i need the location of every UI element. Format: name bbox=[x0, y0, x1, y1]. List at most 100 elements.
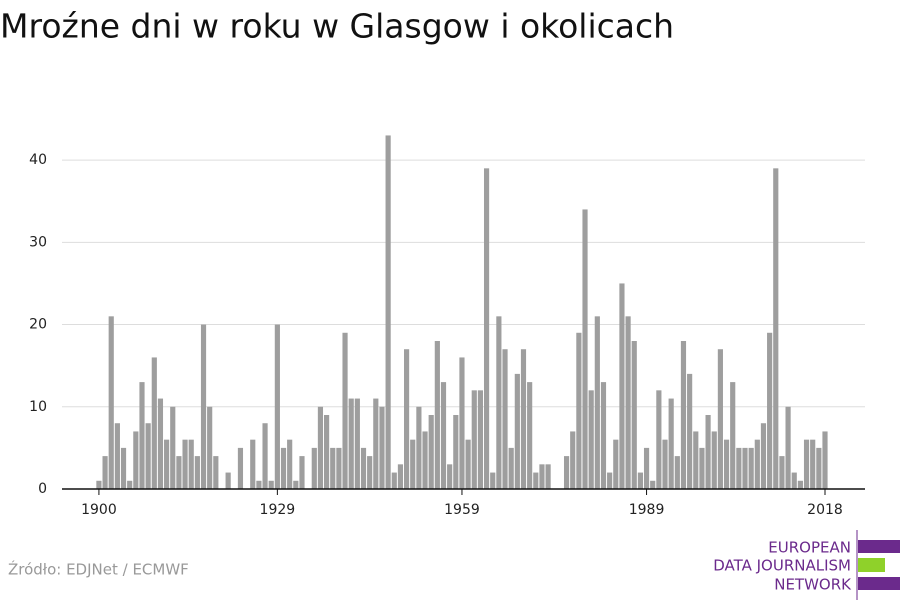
bar bbox=[459, 357, 465, 489]
bar bbox=[490, 472, 496, 489]
bar bbox=[717, 349, 723, 489]
bar bbox=[582, 209, 588, 489]
bar bbox=[403, 349, 410, 489]
bar bbox=[545, 464, 551, 489]
bar bbox=[379, 406, 385, 489]
bar bbox=[280, 447, 287, 489]
y-tick-label: 0 bbox=[38, 481, 47, 497]
bar bbox=[625, 316, 631, 489]
bar bbox=[151, 357, 157, 489]
y-tick-label: 30 bbox=[29, 234, 47, 250]
bar bbox=[465, 439, 471, 489]
bar bbox=[687, 373, 693, 489]
bar bbox=[754, 439, 760, 489]
bar bbox=[742, 447, 748, 489]
bar bbox=[299, 456, 305, 489]
logo-text: NETWORK bbox=[774, 576, 852, 594]
bar bbox=[477, 390, 484, 489]
bar bbox=[730, 382, 736, 489]
bar bbox=[600, 382, 607, 489]
bar bbox=[803, 439, 810, 489]
bar bbox=[262, 423, 268, 489]
bar bbox=[428, 415, 434, 489]
bar bbox=[816, 447, 822, 489]
bar bbox=[822, 431, 828, 489]
bar bbox=[182, 439, 188, 489]
bar bbox=[391, 472, 397, 489]
bar bbox=[520, 349, 527, 489]
bar bbox=[293, 480, 299, 489]
bar bbox=[385, 135, 391, 489]
bar bbox=[514, 373, 520, 489]
bar bbox=[576, 332, 582, 489]
bar bbox=[348, 398, 354, 489]
bar bbox=[711, 431, 717, 489]
bar bbox=[680, 341, 687, 489]
bar bbox=[157, 398, 164, 489]
bar bbox=[607, 472, 613, 489]
bar bbox=[324, 415, 330, 489]
bar bbox=[176, 456, 182, 489]
bar bbox=[336, 447, 342, 489]
bar bbox=[773, 168, 779, 490]
logo-bar bbox=[858, 558, 885, 572]
bar bbox=[373, 398, 379, 489]
bar bbox=[213, 456, 219, 489]
bar bbox=[225, 472, 231, 489]
bar bbox=[613, 439, 619, 489]
bar bbox=[200, 324, 207, 489]
bar bbox=[533, 472, 539, 489]
bar bbox=[416, 406, 422, 489]
bar bbox=[570, 431, 576, 489]
bar bbox=[188, 439, 194, 489]
y-tick-label: 20 bbox=[29, 317, 47, 333]
bar bbox=[668, 398, 674, 489]
bar bbox=[674, 456, 680, 489]
bar bbox=[367, 456, 373, 489]
bar bbox=[145, 423, 151, 489]
bar bbox=[440, 382, 447, 489]
source: Źródło: EDJNet / ECMWF bbox=[8, 560, 189, 579]
bar bbox=[705, 415, 711, 489]
bar bbox=[397, 464, 404, 489]
bar bbox=[656, 390, 662, 489]
bar bbox=[767, 332, 773, 489]
bar bbox=[527, 382, 533, 489]
bar bbox=[453, 415, 459, 489]
bar bbox=[797, 480, 803, 489]
bar bbox=[330, 447, 336, 489]
bar bbox=[631, 341, 637, 489]
bar bbox=[508, 447, 514, 489]
bar bbox=[360, 447, 367, 489]
bar bbox=[699, 447, 705, 489]
bar bbox=[637, 472, 643, 489]
bar bbox=[317, 406, 324, 489]
y-tick-label: 10 bbox=[29, 399, 47, 415]
bar bbox=[471, 390, 477, 489]
bar bbox=[539, 464, 545, 489]
bar bbox=[237, 447, 244, 489]
bar bbox=[170, 406, 176, 489]
bar bbox=[410, 439, 416, 489]
bar bbox=[102, 456, 108, 489]
bar bbox=[447, 464, 453, 489]
bar bbox=[268, 480, 274, 489]
x-tick-label: 1959 bbox=[444, 502, 480, 518]
bar bbox=[354, 398, 360, 489]
bar bbox=[434, 341, 440, 489]
bar bbox=[127, 480, 133, 489]
bar bbox=[760, 423, 767, 489]
logo-bar bbox=[858, 540, 900, 553]
bar bbox=[563, 456, 570, 489]
bar bbox=[96, 480, 102, 489]
bar bbox=[256, 480, 262, 489]
bar bbox=[810, 439, 816, 489]
bar bbox=[250, 439, 256, 489]
bar bbox=[662, 439, 668, 489]
bar bbox=[502, 349, 508, 489]
x-tick-label: 2018 bbox=[807, 502, 843, 518]
logo-text: EUROPEAN bbox=[768, 539, 851, 557]
bar bbox=[496, 316, 502, 489]
bar bbox=[483, 168, 490, 490]
